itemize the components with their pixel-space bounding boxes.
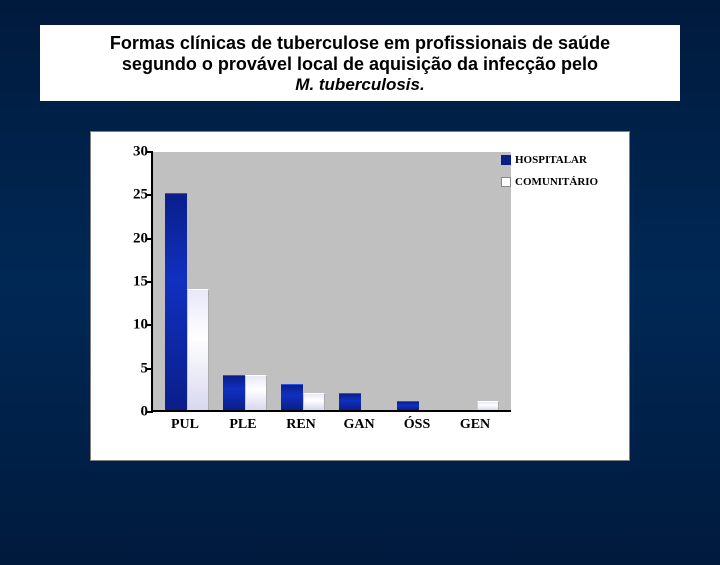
y-tick-label: 25 [118, 187, 148, 204]
y-tick-label: 10 [118, 317, 148, 334]
y-tick-mark [147, 324, 153, 326]
y-tick-mark [147, 411, 153, 413]
bar-hospitalar-pul [165, 193, 187, 410]
legend-item-hospitalar: HOSPITALAR [501, 154, 611, 166]
bar-comunitário-ple [245, 375, 267, 410]
y-tick-mark [147, 368, 153, 370]
bar-hospitalar-ple [223, 375, 245, 410]
title-box: Formas clínicas de tuberculose em profis… [40, 25, 680, 101]
y-tick-mark [147, 151, 153, 153]
legend-swatch-icon [501, 155, 511, 165]
x-tick-label: GAN [334, 417, 384, 433]
legend-item-comunitario: COMUNITÁRIO [501, 176, 611, 188]
title-line-1: Formas clínicas de tuberculose em profis… [50, 33, 670, 54]
bar-hospitalar-ren [281, 384, 303, 410]
title-line-2: segundo o provável local de aquisição da… [50, 54, 670, 75]
y-tick-mark [147, 281, 153, 283]
bar-hospitalar-gan [339, 393, 361, 410]
y-tick-mark [147, 238, 153, 240]
chart-container: 051015202530 HOSPITALAR COMUNITÁRIO PULP… [90, 131, 630, 461]
plot-area: 051015202530 [151, 152, 511, 412]
y-tick-label: 30 [118, 144, 148, 161]
x-tick-label: GEN [450, 417, 500, 433]
bar-comunitário-pul [187, 289, 209, 410]
title-line-3: M. tuberculosis. [50, 75, 670, 95]
legend-label: HOSPITALAR [515, 154, 587, 166]
y-tick-label: 20 [118, 230, 148, 247]
x-tick-label: PUL [160, 417, 210, 433]
y-tick-label: 15 [118, 274, 148, 291]
y-tick-mark [147, 194, 153, 196]
y-tick-label: 5 [118, 360, 148, 377]
bar-comunitário-gen [477, 401, 499, 410]
legend-label: COMUNITÁRIO [515, 176, 598, 188]
x-tick-label: PLE [218, 417, 268, 433]
y-tick-label: 0 [118, 404, 148, 421]
bar-comunitário-ren [303, 393, 325, 410]
x-tick-label: ÓSS [392, 417, 442, 433]
legend: HOSPITALAR COMUNITÁRIO [501, 154, 611, 198]
legend-swatch-icon [501, 177, 511, 187]
x-tick-label: REN [276, 417, 326, 433]
bar-hospitalar-óss [397, 401, 419, 410]
